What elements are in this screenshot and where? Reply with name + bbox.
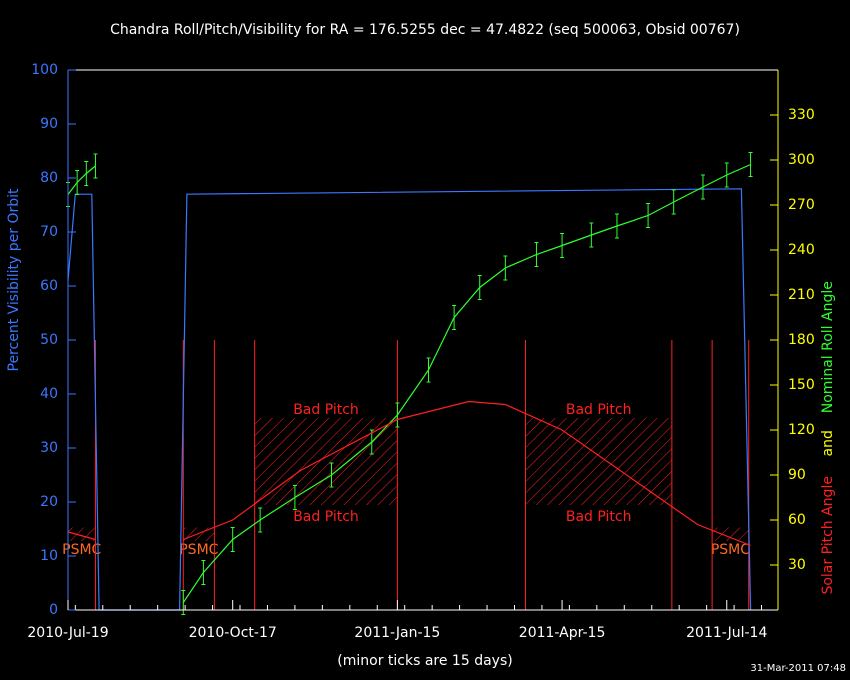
error-bar xyxy=(560,233,565,258)
x-tick-label: 2011-Jan-15 xyxy=(354,625,440,641)
y-tick-label: 30 xyxy=(40,440,58,456)
y2-tick-label: 30 xyxy=(788,557,806,573)
region-label: PSMC xyxy=(711,542,750,558)
error-bar xyxy=(614,213,619,239)
y2-axis-label: and xyxy=(820,430,836,456)
y2-tick-label: 150 xyxy=(788,377,815,393)
error-bar xyxy=(452,305,457,330)
region-label: Bad Pitch xyxy=(566,509,632,525)
region-label: Bad Pitch xyxy=(293,402,359,418)
y2-tick-label: 180 xyxy=(788,332,815,348)
error-bar xyxy=(292,485,297,510)
y2-tick-label: 270 xyxy=(788,197,815,213)
error-bar xyxy=(426,357,431,383)
region-label: Bad Pitch xyxy=(293,509,359,525)
error-bar xyxy=(671,189,676,215)
error-bar xyxy=(84,161,89,186)
y-tick-label: 80 xyxy=(40,170,58,186)
y-tick-label: 90 xyxy=(40,116,58,132)
region xyxy=(712,527,749,541)
error-bar xyxy=(75,170,80,195)
error-bar xyxy=(395,402,400,428)
error-bar xyxy=(646,203,651,228)
y-tick-label: 10 xyxy=(40,548,58,564)
y2-tick-label: 300 xyxy=(788,152,815,168)
x-tick-label: 2010-Oct-17 xyxy=(189,625,277,641)
error-bar xyxy=(258,507,263,533)
y2-axis-label: Solar Pitch Angle xyxy=(820,476,836,595)
error-bar xyxy=(700,174,705,200)
y-tick-label: 0 xyxy=(49,602,58,618)
error-bar xyxy=(724,162,729,188)
error-bar xyxy=(503,255,508,281)
y-tick-label: 70 xyxy=(40,224,58,240)
region-label: PSMC xyxy=(62,542,101,558)
y2-tick-label: 60 xyxy=(788,512,806,528)
timestamp: 31-Mar-2011 07:48 xyxy=(750,663,846,674)
y-tick-label: 50 xyxy=(40,332,58,348)
error-bar xyxy=(477,275,482,300)
error-bar xyxy=(329,462,334,488)
error-bar xyxy=(93,153,98,179)
x-axis-label: (minor ticks are 15 days) xyxy=(337,653,512,669)
error-bar xyxy=(748,152,753,177)
error-bar xyxy=(534,242,539,267)
y-axis-label: Percent Visibility per Orbit xyxy=(6,188,22,372)
y-tick-label: 100 xyxy=(31,62,58,78)
y2-tick-label: 90 xyxy=(788,467,806,483)
error-bar xyxy=(369,429,374,455)
y-tick-label: 20 xyxy=(40,494,58,510)
series-line xyxy=(67,400,751,547)
y2-tick-label: 120 xyxy=(788,422,815,438)
y2-tick-label: 240 xyxy=(788,242,815,258)
x-tick-label: 2011-Jul-14 xyxy=(686,625,767,641)
error-bar xyxy=(589,222,594,248)
y-tick-label: 40 xyxy=(40,386,58,402)
y-tick-label: 60 xyxy=(40,278,58,294)
error-bar xyxy=(230,527,235,552)
y2-tick-label: 330 xyxy=(788,107,815,123)
error-bar xyxy=(201,560,206,585)
x-tick-label: 2011-Apr-15 xyxy=(519,625,606,641)
region-label: PSMC xyxy=(179,542,218,558)
x-tick-label: 2010-Jul-19 xyxy=(27,625,108,641)
y2-tick-label: 210 xyxy=(788,287,815,303)
y2-axis-label: Nominal Roll Angle xyxy=(820,281,836,413)
chart-title: Chandra Roll/Pitch/Visibility for RA = 1… xyxy=(110,22,740,38)
region xyxy=(525,418,672,505)
region-label: Bad Pitch xyxy=(566,402,632,418)
